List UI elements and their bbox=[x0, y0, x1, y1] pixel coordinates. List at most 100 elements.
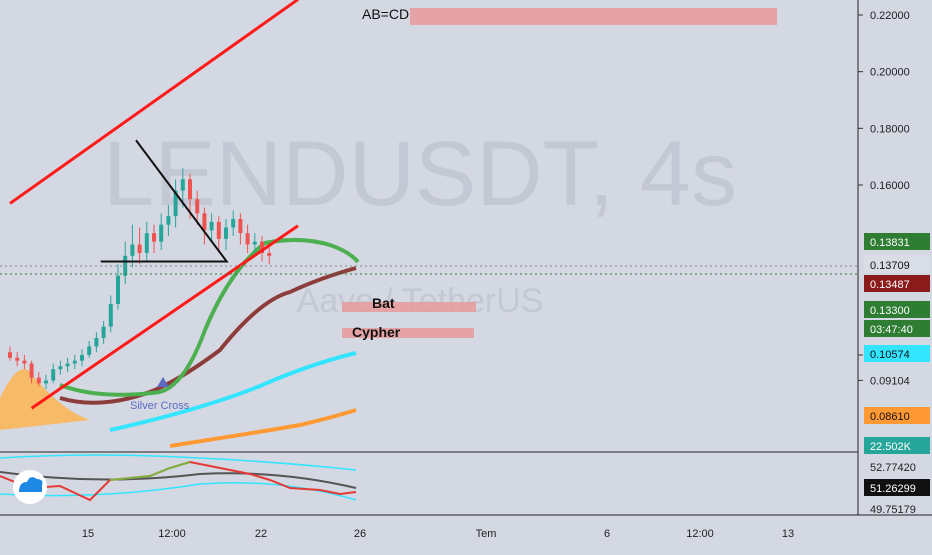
price-badge: 22.502K bbox=[864, 437, 930, 454]
candle-body bbox=[94, 338, 99, 347]
osc-line-up-segment bbox=[109, 461, 191, 481]
candle-body bbox=[137, 244, 142, 253]
candle-body bbox=[195, 199, 200, 214]
candle-body bbox=[72, 360, 77, 364]
candle bbox=[267, 247, 272, 265]
price-badge-label: 22.502K bbox=[870, 441, 912, 453]
candle-body bbox=[267, 253, 272, 256]
ema-cyan-line bbox=[109, 351, 357, 432]
abcd-zone[interactable] bbox=[410, 8, 777, 25]
bat-zone[interactable] bbox=[342, 302, 476, 312]
osc-labels-group: 52.77420 51.26299 49.75179 bbox=[864, 462, 930, 516]
price-badge-label: 0.08610 bbox=[870, 411, 910, 423]
candle-body bbox=[116, 275, 120, 304]
candle bbox=[159, 213, 164, 251]
candle bbox=[245, 224, 250, 253]
candle bbox=[116, 264, 120, 310]
price-tick-label: 0.20000 bbox=[870, 67, 910, 79]
candle-body bbox=[80, 355, 84, 361]
time-label: 6 bbox=[604, 528, 610, 540]
candle-body bbox=[87, 346, 92, 355]
ma-short-line bbox=[59, 237, 360, 397]
candle bbox=[58, 360, 63, 375]
candle bbox=[216, 216, 221, 253]
price-badge: 0.13487 bbox=[864, 275, 930, 292]
candle bbox=[8, 346, 12, 361]
candle-body bbox=[29, 363, 34, 378]
candle bbox=[15, 352, 20, 367]
price-badge-bg bbox=[864, 407, 930, 424]
candle-body bbox=[58, 366, 63, 370]
cypher-zone[interactable] bbox=[342, 328, 474, 338]
price-badge-bg bbox=[864, 301, 930, 318]
candle-body bbox=[159, 224, 164, 242]
candle-body bbox=[44, 380, 48, 384]
watermark-symbol: LENDUSDT, 4s bbox=[103, 123, 737, 225]
candle-body bbox=[15, 357, 20, 361]
price-tick-label: 0.09104 bbox=[870, 375, 910, 387]
candle bbox=[22, 355, 27, 370]
candle-body bbox=[8, 352, 12, 358]
channel-lower-line[interactable] bbox=[30, 224, 299, 410]
candle bbox=[87, 340, 92, 358]
candle bbox=[202, 207, 207, 245]
candle bbox=[180, 168, 185, 208]
price-badge-label: 03:47:40 bbox=[870, 324, 913, 336]
price-badge-bg bbox=[864, 320, 930, 337]
cloud-logo-icon bbox=[19, 477, 43, 492]
candle bbox=[94, 332, 99, 353]
candle bbox=[231, 210, 236, 236]
time-label: 22 bbox=[255, 528, 267, 540]
silver-cross-marker bbox=[157, 377, 169, 387]
time-label: 26 bbox=[354, 528, 366, 540]
price-badge: 0.10574 bbox=[864, 345, 930, 362]
candle-body bbox=[101, 326, 106, 338]
candle-body bbox=[22, 360, 27, 364]
candle bbox=[137, 227, 142, 265]
triangle-pattern[interactable] bbox=[100, 139, 229, 263]
abcd-label: AB=CD bbox=[362, 6, 409, 22]
osc-badge-bg bbox=[864, 479, 930, 496]
candle bbox=[152, 224, 156, 253]
price-badges-group: 0.13831 0.13709 0.13487 0.13300 03:47:40 0.10… bbox=[864, 233, 930, 454]
candle bbox=[238, 213, 243, 245]
price-badge-label: 0.13709 bbox=[870, 260, 910, 272]
silver-cross-label: Silver Cross bbox=[130, 400, 190, 412]
candle-body bbox=[224, 227, 228, 239]
candle-body bbox=[180, 179, 185, 191]
candle bbox=[130, 224, 135, 268]
time-label: 12:00 bbox=[158, 528, 186, 540]
price-badge-bg bbox=[864, 233, 930, 250]
time-label: 15 bbox=[82, 528, 94, 540]
price-badge-bg bbox=[864, 275, 930, 292]
candles-group bbox=[8, 168, 272, 389]
price-badge-bg bbox=[864, 345, 930, 362]
candle bbox=[29, 360, 34, 384]
candle-body bbox=[130, 244, 135, 256]
candle-body bbox=[245, 233, 250, 245]
candle-body bbox=[108, 304, 113, 327]
candle-body bbox=[209, 221, 214, 231]
candle bbox=[65, 357, 70, 372]
candle-body bbox=[152, 233, 156, 242]
candle bbox=[44, 374, 48, 389]
candle bbox=[36, 372, 41, 387]
price-badge-label: 0.13300 bbox=[870, 305, 910, 317]
candle bbox=[252, 233, 257, 256]
price-badge: 0.13709 bbox=[864, 256, 930, 273]
time-label: 13 bbox=[782, 528, 794, 540]
price-badge: 03:47:40 bbox=[864, 320, 930, 337]
price-tick-label: 0.18000 bbox=[870, 123, 910, 135]
price-badge-bg bbox=[864, 256, 930, 273]
price-badge-bg bbox=[864, 437, 930, 454]
candle-body bbox=[51, 369, 56, 381]
osc-label: 49.75179 bbox=[870, 504, 916, 516]
time-labels-group: 15 12:00 22 26 Tem 6 12:00 13 bbox=[82, 528, 794, 540]
candle-body bbox=[144, 233, 149, 253]
candle bbox=[224, 219, 228, 251]
candle-body bbox=[202, 213, 207, 231]
candle bbox=[195, 190, 200, 225]
channel-upper-line[interactable] bbox=[9, 0, 299, 205]
cypher-label: Cypher bbox=[352, 324, 401, 340]
